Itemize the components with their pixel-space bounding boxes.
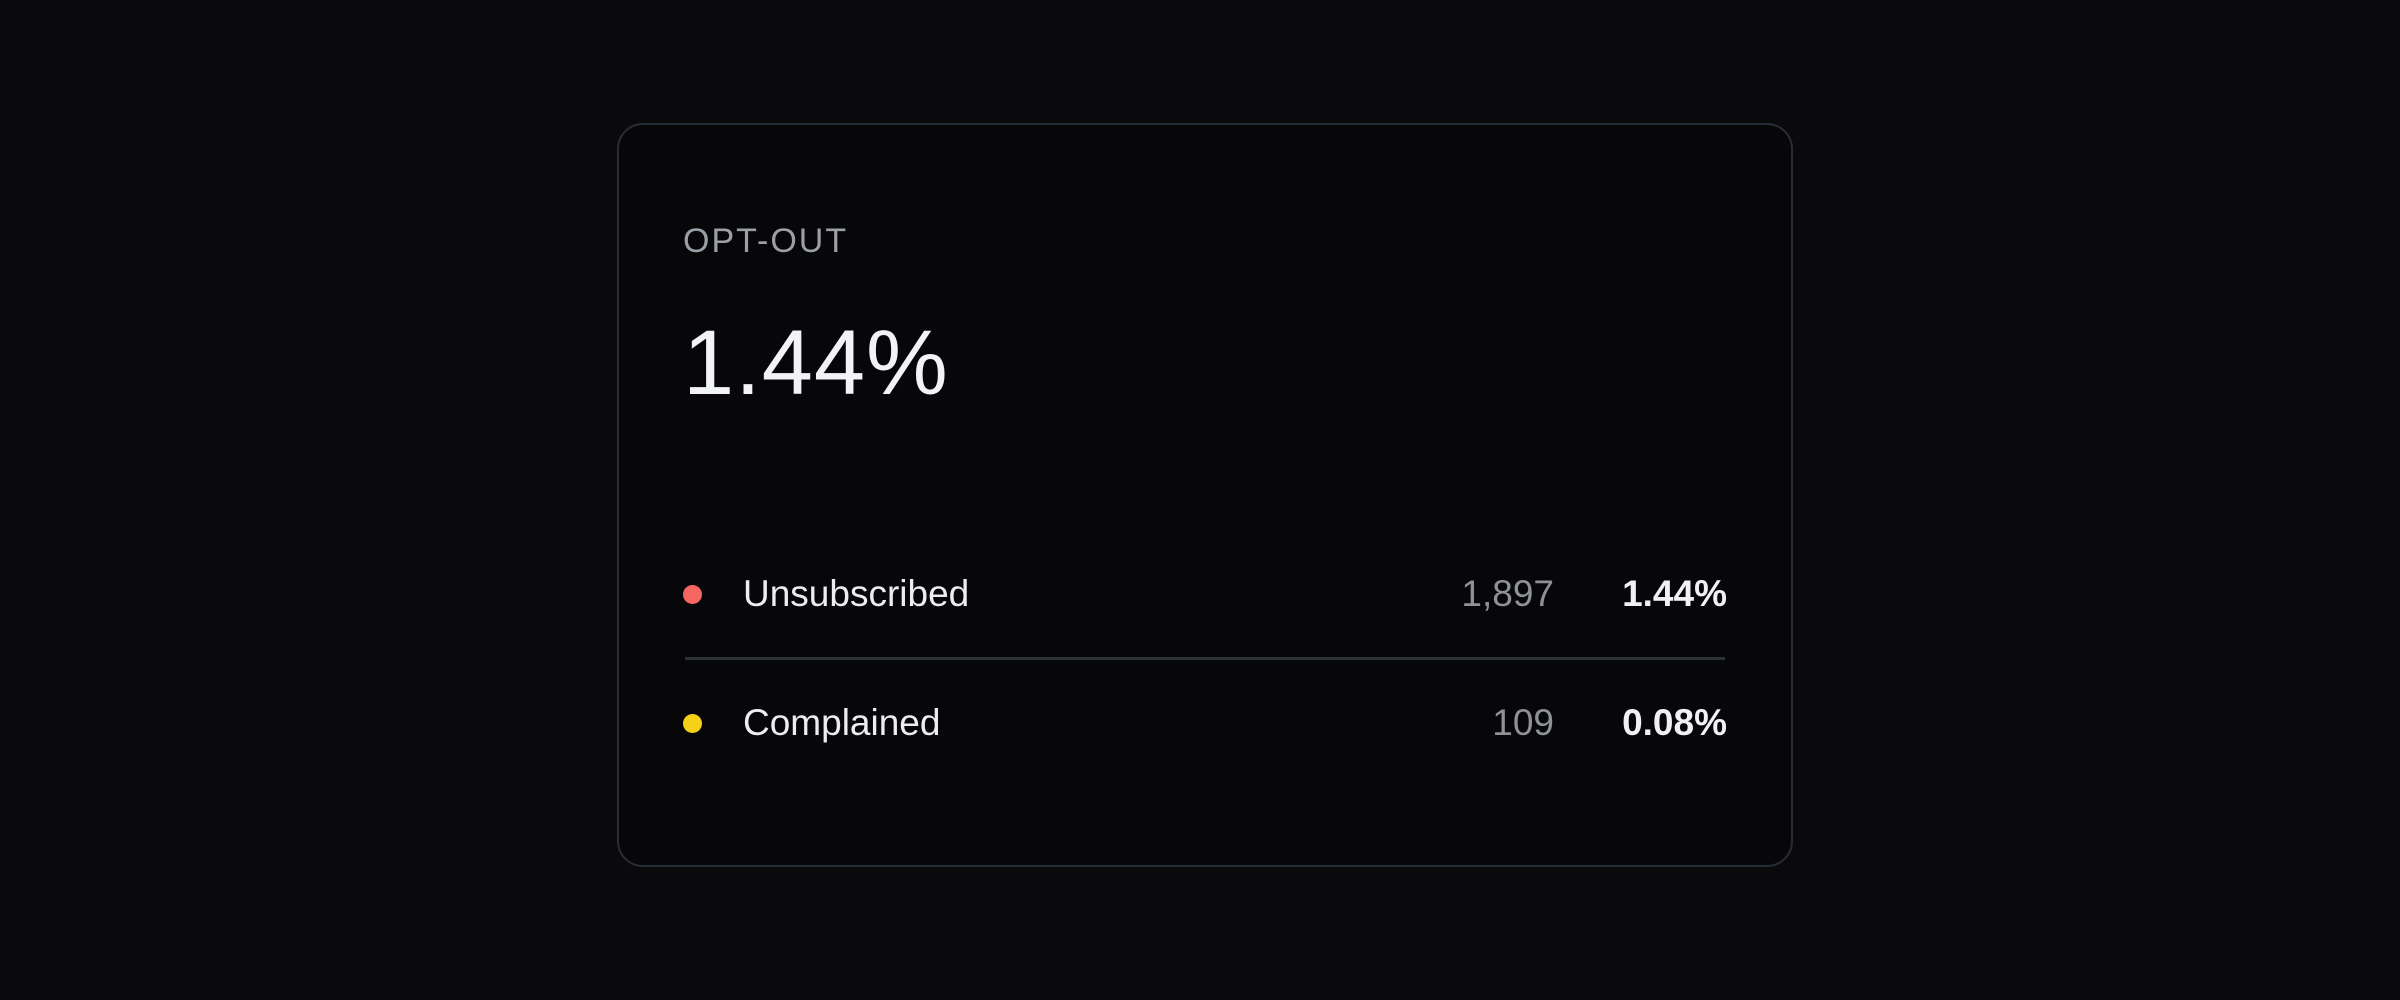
legend-label: Complained (743, 702, 941, 743)
opt-out-stat-card: OPT-OUT 1.44% Unsubscribed 1,897 1.44% C… (617, 123, 1793, 867)
unsubscribed-dot-icon (683, 584, 702, 604)
complained-dot-icon (683, 713, 702, 733)
legend: Unsubscribed 1,897 1.44% Complained 109 … (683, 531, 1727, 786)
legend-count: 1,897 (1461, 573, 1554, 614)
legend-row-unsubscribed: Unsubscribed 1,897 1.44% (683, 531, 1727, 657)
legend-divider (685, 657, 1725, 660)
opt-out-rate-value: 1.44% (683, 312, 949, 414)
legend-row-complained: Complained 109 0.08% (683, 660, 1727, 786)
legend-label: Unsubscribed (743, 573, 970, 614)
legend-count: 109 (1492, 702, 1554, 743)
legend-percent: 1.44% (1622, 573, 1727, 614)
legend-percent: 0.08% (1622, 702, 1727, 743)
card-title: OPT-OUT (683, 222, 849, 260)
